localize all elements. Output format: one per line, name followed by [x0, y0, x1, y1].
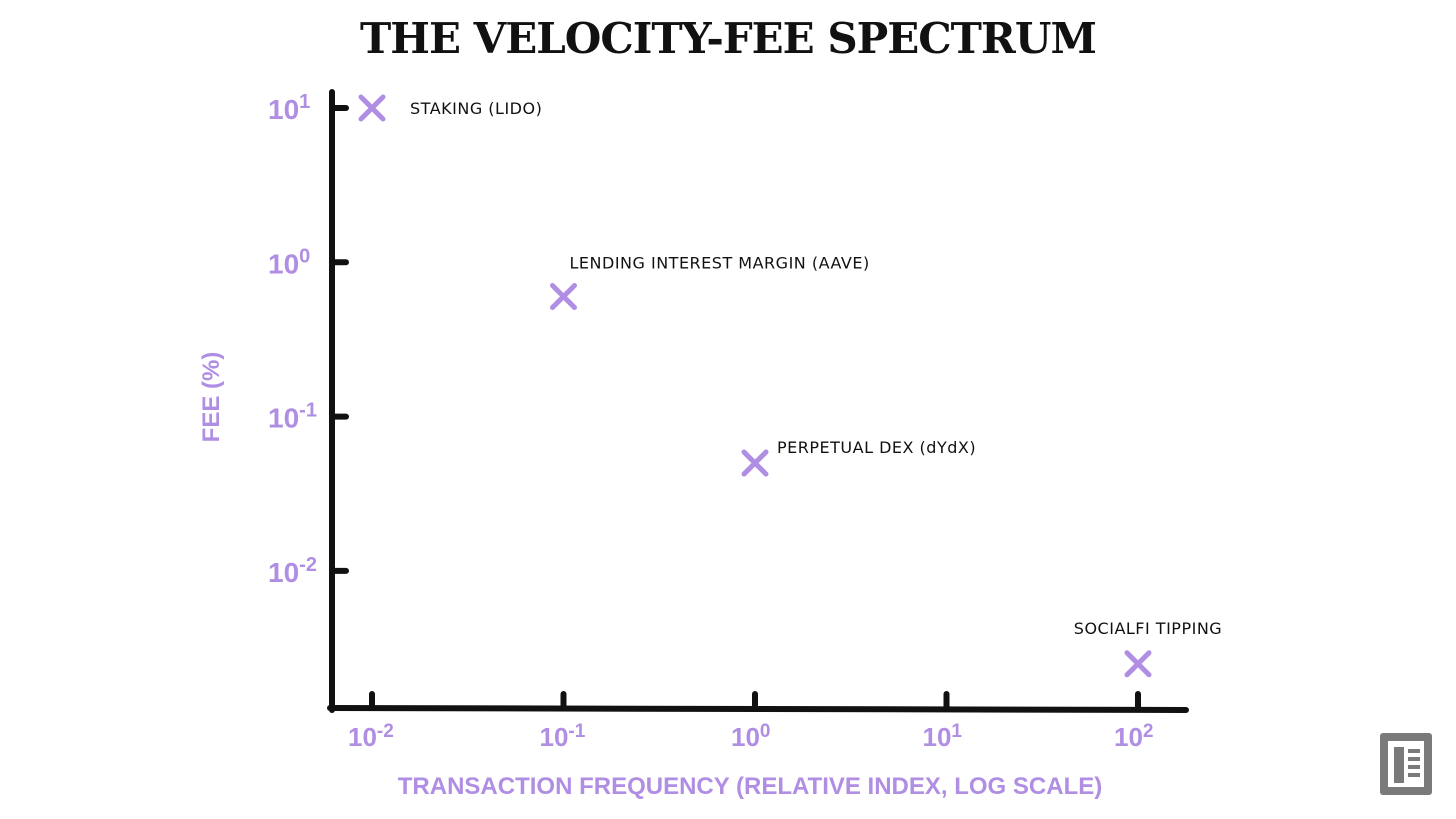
chart-axes	[327, 89, 1189, 713]
x-tick-label: 10-1	[540, 721, 586, 752]
data-point-marker	[741, 449, 769, 477]
x-tick-label: 101	[923, 721, 963, 752]
y-axis-label: FEE (%)	[198, 352, 225, 443]
data-point-marker	[358, 94, 386, 122]
x-axis-line	[327, 705, 1189, 713]
x-tick-label: 100	[731, 721, 771, 752]
y-tick-label: 101	[268, 91, 310, 125]
chart-title: THE VELOCITY-FEE SPECTRUM	[360, 14, 1097, 63]
y-tick-label: 10-2	[268, 554, 317, 588]
data-point-marker	[1124, 650, 1152, 678]
publisher-logo-icon	[1380, 733, 1432, 795]
x-tick-label: 10-2	[348, 721, 394, 752]
marker-stroke	[358, 94, 386, 122]
data-point-label: LENDING INTEREST MARGIN (AAVE)	[570, 254, 870, 273]
y-axis-ticks: 101 100 10-1 10-2	[268, 91, 349, 588]
x-tick-label: 102	[1114, 721, 1154, 752]
x-axis-ticks: 10-2 10-1 100 101 102	[348, 691, 1154, 752]
data-point-label: SOCIALFI TIPPING	[1074, 619, 1222, 638]
y-tick-label: 100	[268, 245, 310, 279]
marker-stroke	[741, 449, 769, 477]
data-points: STAKING (LIDO) LENDING INTEREST MARGIN (A…	[358, 94, 1222, 678]
y-tick-label: 10-1	[268, 400, 317, 434]
data-point-marker	[550, 283, 577, 311]
data-point-label: PERPETUAL DEX (dYdX)	[777, 438, 976, 457]
marker-stroke	[1124, 650, 1152, 678]
x-axis-label: TRANSACTION FREQUENCY (RELATIVE INDEX, L…	[398, 773, 1102, 800]
marker-stroke	[550, 283, 577, 311]
data-point-label: STAKING (LIDO)	[410, 99, 542, 118]
